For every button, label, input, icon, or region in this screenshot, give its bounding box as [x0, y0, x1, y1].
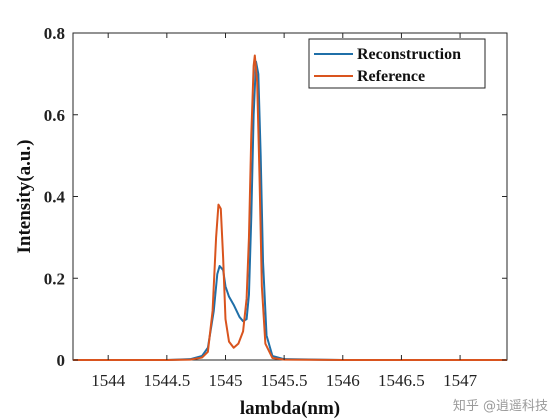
y-tick-label: 0.2 [44, 269, 65, 288]
series-layer [73, 54, 507, 361]
x-axis-label: lambda(nm) [240, 398, 340, 419]
y-tick-label: 0.6 [44, 106, 65, 125]
legend-label: Reconstruction [357, 46, 461, 63]
x-tick-label: 1547 [443, 371, 478, 390]
ticks-layer: 1544 1544.5 1545 1545.5 1546 1546.5 1547 0 0.2 0.… [44, 24, 507, 390]
y-tick-label: 0.8 [44, 24, 65, 43]
legend-label: Reference [357, 68, 425, 85]
x-tick-label: 1545.5 [261, 371, 308, 390]
y-tick-label: 0 [57, 351, 66, 370]
legend-box [308, 38, 486, 89]
legend: Reconstruction Reference [308, 38, 486, 89]
series-line-reference [73, 54, 507, 361]
watermark: 知乎 @逍遥科技 [452, 399, 548, 414]
x-tick-label: 1544 [91, 371, 126, 390]
x-tick-label: 1545 [208, 371, 242, 390]
y-axis-label: Intensity(a.u.) [14, 139, 35, 253]
y-tick-label: 0.4 [44, 188, 66, 207]
x-tick-label: 1544.5 [143, 371, 190, 390]
x-tick-label: 1546 [326, 371, 360, 390]
x-tick-label: 1546.5 [378, 371, 425, 390]
